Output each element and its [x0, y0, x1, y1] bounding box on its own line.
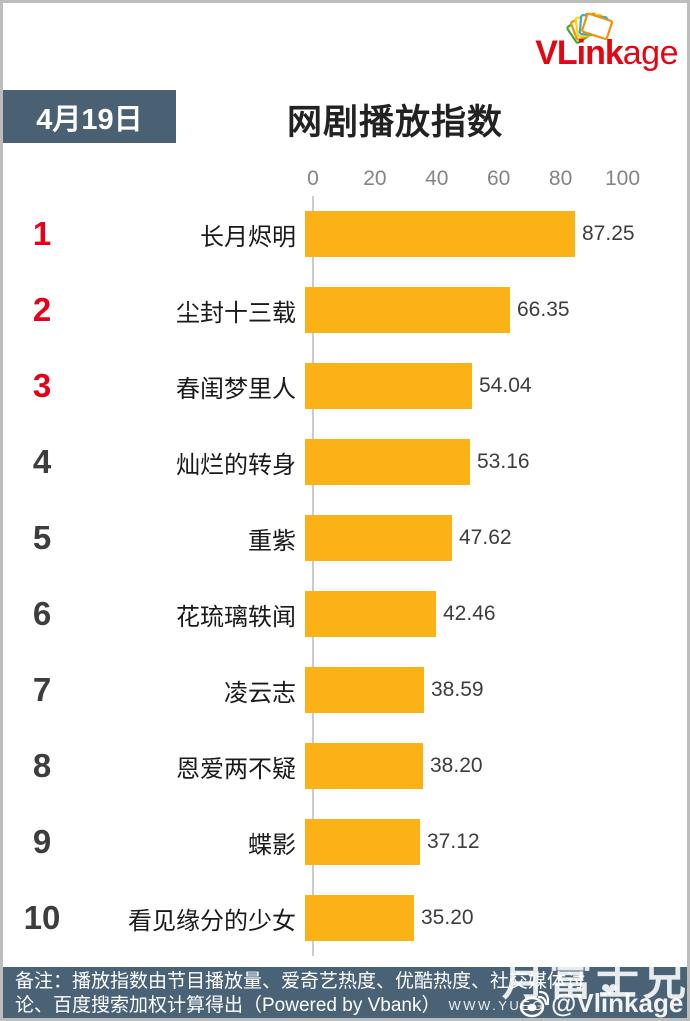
bar-zone: 35.20 — [305, 895, 690, 941]
index-bar — [305, 743, 423, 789]
chart-row: 5 重紫 47.62 — [0, 500, 690, 576]
value-label: 53.16 — [477, 450, 530, 473]
bar-zone: 54.04 — [305, 363, 690, 409]
x-tick: 0 — [307, 167, 319, 190]
index-bar — [305, 363, 472, 409]
footer-note-line2: 论、百度搜索加权计算得出（Powered by Vbank） WWW.YUEG — [15, 995, 546, 1016]
chart-row: 10 看见缘分的少女 35.20 — [0, 880, 690, 956]
chart-row: 4 灿烂的转身 53.16 — [0, 424, 690, 500]
bar-zone: 47.62 — [305, 515, 690, 561]
value-label: 87.25 — [582, 222, 635, 245]
value-label: 35.20 — [421, 906, 474, 929]
chart-row: 8 恩爱两不疑 38.20 — [0, 728, 690, 804]
rank-number: 9 — [32, 823, 52, 860]
value-label: 42.46 — [443, 602, 496, 625]
show-title: 凌云志 — [224, 679, 296, 707]
rank-number: 2 — [32, 291, 52, 328]
rank-number: 7 — [32, 671, 52, 708]
logo-text-light: age — [622, 34, 679, 72]
value-label: 66.35 — [517, 298, 570, 321]
chart-row: 2 尘封十三载 66.35 — [0, 272, 690, 348]
show-title: 看见缘分的少女 — [128, 907, 296, 935]
footer-note: 备注：播放指数由节目播放量、爱奇艺热度、优酷热度、社交媒体讨 论、百度搜索加权计… — [3, 967, 687, 1018]
bar-zone: 38.59 — [305, 667, 690, 713]
x-axis-ticks: 0 20 40 60 80 100 — [307, 167, 640, 191]
show-title: 重紫 — [248, 527, 296, 555]
index-bar — [305, 591, 436, 637]
bar-chart: 1 长月烬明 87.25 2 尘封十三载 66.35 3 春闺梦里人 54.04 — [0, 196, 690, 956]
footer-note-line1: 备注：播放指数由节目播放量、爱奇艺热度、优酷热度、社交媒体讨 — [15, 971, 586, 992]
date-badge: 4月19日 — [3, 90, 176, 143]
bar-zone: 87.25 — [305, 211, 690, 257]
x-tick: 80 — [548, 167, 573, 190]
chart-row: 7 凌云志 38.59 — [0, 652, 690, 728]
index-bar — [305, 439, 470, 485]
chart-row: 9 蝶影 37.12 — [0, 804, 690, 880]
x-tick: 100 — [604, 167, 641, 190]
rank-number: 6 — [32, 595, 52, 632]
x-tick: 60 — [487, 167, 511, 190]
show-title: 灿烂的转身 — [176, 451, 296, 479]
value-label: 38.59 — [431, 678, 484, 701]
show-title: 蝶影 — [248, 831, 296, 859]
index-bar — [305, 819, 420, 865]
rank-number: 3 — [32, 367, 52, 404]
value-label: 37.12 — [427, 830, 480, 853]
chart-row: 1 长月烬明 87.25 — [0, 196, 690, 272]
show-title: 恩爱两不疑 — [176, 755, 296, 783]
footer-url: WWW.YUEG — [448, 998, 546, 1013]
index-bar — [305, 211, 575, 257]
value-label: 38.20 — [430, 754, 483, 777]
index-bar — [305, 895, 414, 941]
show-title: 春闺梦里人 — [176, 375, 296, 403]
bar-zone: 42.46 — [305, 591, 690, 637]
bar-zone: 66.35 — [305, 287, 690, 333]
x-tick: 40 — [425, 167, 449, 190]
logo-text-bold: VLink — [535, 34, 624, 72]
bar-zone: 37.12 — [305, 819, 690, 865]
chart-row: 3 春闺梦里人 54.04 — [0, 348, 690, 424]
rank-number: 4 — [32, 443, 52, 480]
index-bar — [305, 515, 452, 561]
bar-zone: 53.16 — [305, 439, 690, 485]
x-tick: 20 — [363, 167, 387, 190]
page-title: 网剧播放指数 — [286, 103, 503, 142]
chart-row: 6 花琉璃轶闻 42.46 — [0, 576, 690, 652]
index-bar — [305, 287, 510, 333]
rank-number: 8 — [32, 747, 52, 784]
show-title: 花琉璃轶闻 — [176, 603, 296, 631]
rank-number: 10 — [23, 899, 61, 936]
index-bar — [305, 667, 424, 713]
rank-number: 1 — [32, 215, 52, 252]
show-title: 尘封十三载 — [176, 299, 296, 327]
show-title: 长月烬明 — [200, 223, 296, 251]
vlinkage-logo: VLinkage — [535, 34, 678, 73]
rank-number: 5 — [32, 519, 52, 556]
bar-zone: 38.20 — [305, 743, 690, 789]
y-axis-line — [312, 196, 314, 956]
value-label: 47.62 — [459, 526, 512, 549]
value-label: 54.04 — [479, 374, 532, 397]
card-fan-icon — [566, 12, 613, 44]
